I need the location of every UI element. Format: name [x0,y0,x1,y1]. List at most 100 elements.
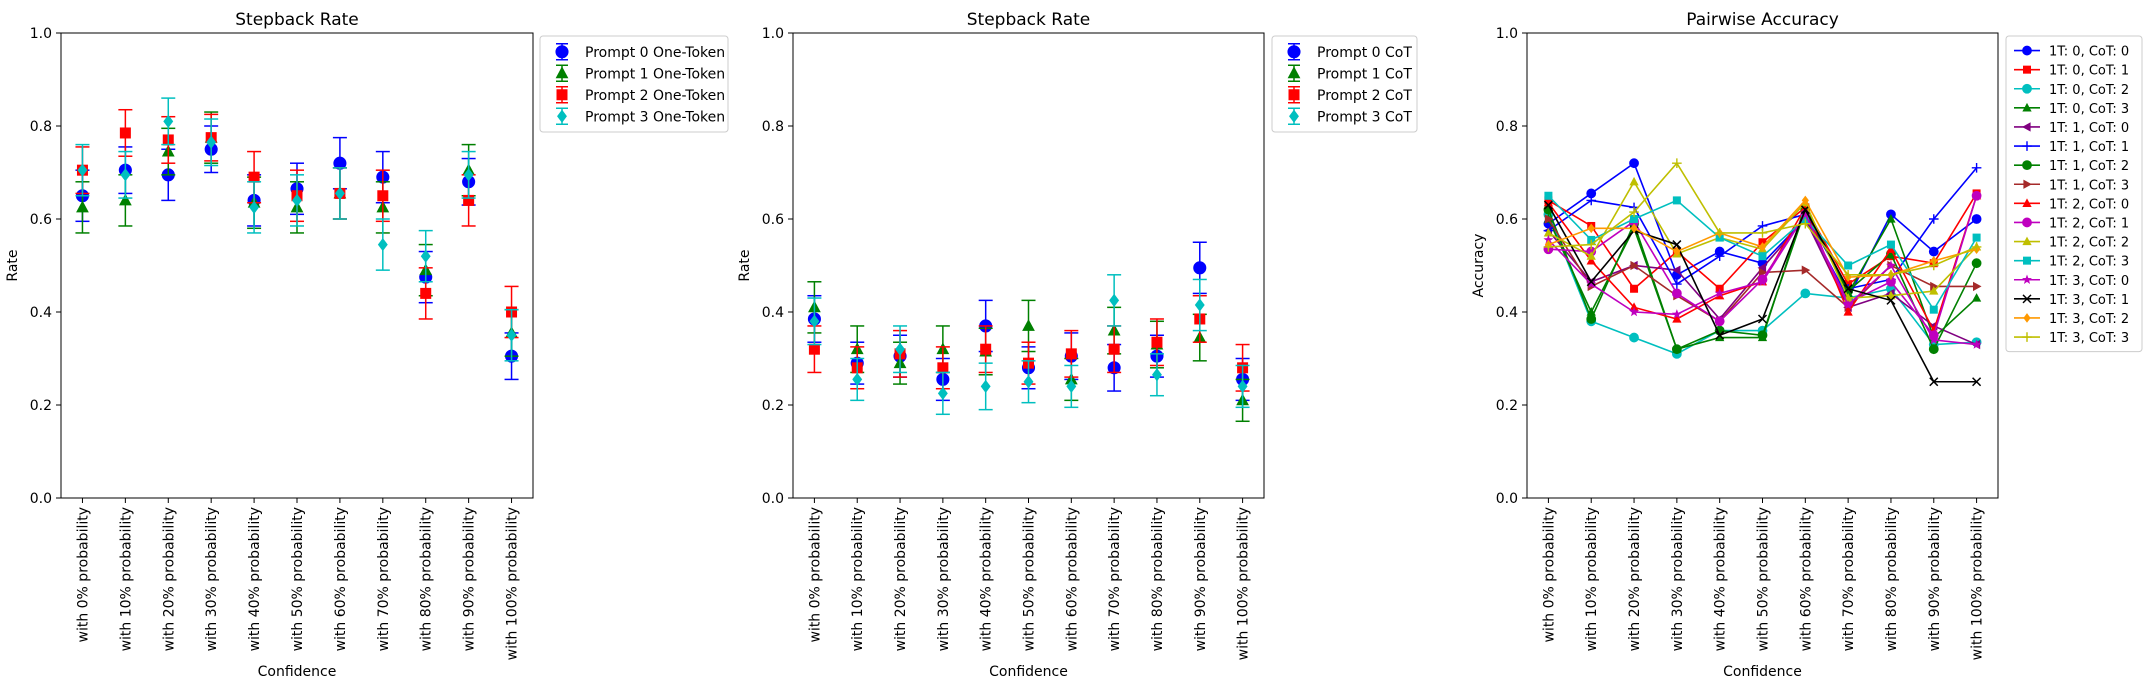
data-point [1237,379,1248,393]
data-point [1586,255,1596,265]
chart-stepback-rate-one-token: Stepback Rate Confidence Rate 0.0 0.2 0.4 0… [5,10,729,680]
y-tick-label: 0.4 [30,305,52,321]
x-tick-label: with 60% probability [1798,507,1814,651]
data-point [1672,314,1682,323]
data-point [1066,379,1077,393]
data-point [809,314,820,328]
data-point [1629,306,1639,317]
legend-entry: 1T: 3, CoT: 1 [2014,293,2129,308]
data-point [1586,277,1596,287]
legend-entry: Prompt 2 One-Token [556,86,725,104]
legend-swatch-marker [555,45,569,59]
data-point [292,193,302,207]
legend-label: 1T: 2, CoT: 1 [2049,216,2129,231]
data-point [895,342,905,356]
x-tick-label: with 10% probability [1584,507,1600,651]
legend-label: 1T: 3, CoT: 1 [2049,293,2129,308]
y-axis-label: Rate [737,249,753,281]
data-point [1843,284,1853,294]
data-point [1715,332,1725,342]
data-point [1800,288,1811,299]
data-point [118,193,132,206]
legend-entry: Prompt 3 One-Token [556,107,725,125]
legend-entry: 1T: 1, CoT: 1 [2014,140,2129,155]
data-point [120,168,131,182]
x-tick-label: with 50% probability [1756,507,1772,651]
legend-label: Prompt 3 One-Token [585,109,725,125]
y-tick-label: 0.0 [1496,491,1518,507]
data-point [1971,293,1982,302]
legend-swatch-marker [1289,109,1299,123]
legend-entry: 1T: 0, CoT: 1 [2014,64,2129,79]
legend-label: 1T: 1, CoT: 2 [2049,159,2129,174]
legend-entry: 1T: 0, CoT: 2 [2014,83,2129,98]
y-tick-label: 0.6 [762,212,784,228]
data-point [1671,344,1682,355]
data-point [1714,288,1725,298]
legend-label: 1T: 2, CoT: 3 [2049,255,2129,270]
data-point [1152,368,1162,382]
data-point [1886,270,1896,280]
legend-label: 1T: 1, CoT: 1 [2049,140,2129,155]
x-tick-label: with 40% probability [979,507,995,651]
data-point [1844,261,1853,270]
data-point [1023,375,1034,389]
data-point [206,135,217,149]
legend: Prompt 0 CoT Prompt 1 CoT Prompt 2 CoT Prom… [1271,35,1418,133]
x-axis-label: Confidence [258,664,337,680]
legend-swatch-marker [555,66,569,79]
data-point [1586,278,1597,289]
x-tick-label: with 40% probability [247,507,263,651]
data-point [377,190,389,202]
data-point [1843,270,1853,280]
legend-swatch-marker [2023,313,2031,323]
y-tick-label: 0.8 [1496,119,1518,135]
legend-box [2005,35,2143,353]
x-tick-label: with 30% probability [936,507,952,651]
legend-swatch-marker [2022,236,2032,246]
data-point [1972,233,1981,242]
legend-swatch-marker [2022,332,2032,342]
data-point [77,163,88,177]
data-point [1929,305,1938,314]
y-tick-label: 0.2 [762,398,784,414]
legend-label: Prompt 1 One-Token [585,66,725,82]
data-point [1543,234,1554,245]
legend-entry: 1T: 2, CoT: 2 [2014,236,2129,251]
legend-entry: 1T: 3, CoT: 3 [2014,331,2129,346]
x-axis-label: Confidence [1723,664,1802,680]
data-point [1193,261,1207,275]
data-point [1886,214,1896,223]
x-tick-label: with 80% probability [419,507,435,651]
legend-swatch-marker [2022,160,2032,171]
data-point [1109,293,1120,307]
x-tick-label: with 90% probability [462,507,478,651]
legend-label: 1T: 2, CoT: 0 [2049,197,2129,212]
x-tick-label: with 80% probability [1884,507,1900,651]
legend-label: Prompt 3 CoT [1317,109,1412,125]
data-point [1886,240,1895,249]
legend-swatch-marker [2022,83,2032,94]
legend-swatch-marker [2022,45,2032,56]
data-point [1673,246,1681,257]
data-point [1757,276,1768,286]
y-tick-label: 0.6 [1496,212,1518,228]
x-tick-label: with 30% probability [204,507,220,651]
legend-label: 1T: 1, CoT: 3 [2049,178,2129,193]
data-point [1800,205,1810,215]
data-point [1972,377,1982,387]
legend-swatch-marker [2022,198,2032,207]
legend-label: 1T: 0, CoT: 1 [2049,64,2129,79]
data-point [1928,214,1939,224]
data-point [506,328,517,342]
data-point [420,287,432,299]
chart-stepback-rate-cot: Stepback Rate Confidence Rate 0.0 0.2 0.4 0… [737,10,1418,680]
data-point [1971,190,1982,201]
x-axis-label: Confidence [989,664,1068,680]
y-tick-label: 0.0 [30,491,52,507]
legend-swatch-marker [2022,122,2031,132]
x-tick-label: with 100% probability [1970,507,1986,660]
data-point [1758,242,1767,252]
legend-entry: 1T: 0, CoT: 0 [2014,45,2129,60]
